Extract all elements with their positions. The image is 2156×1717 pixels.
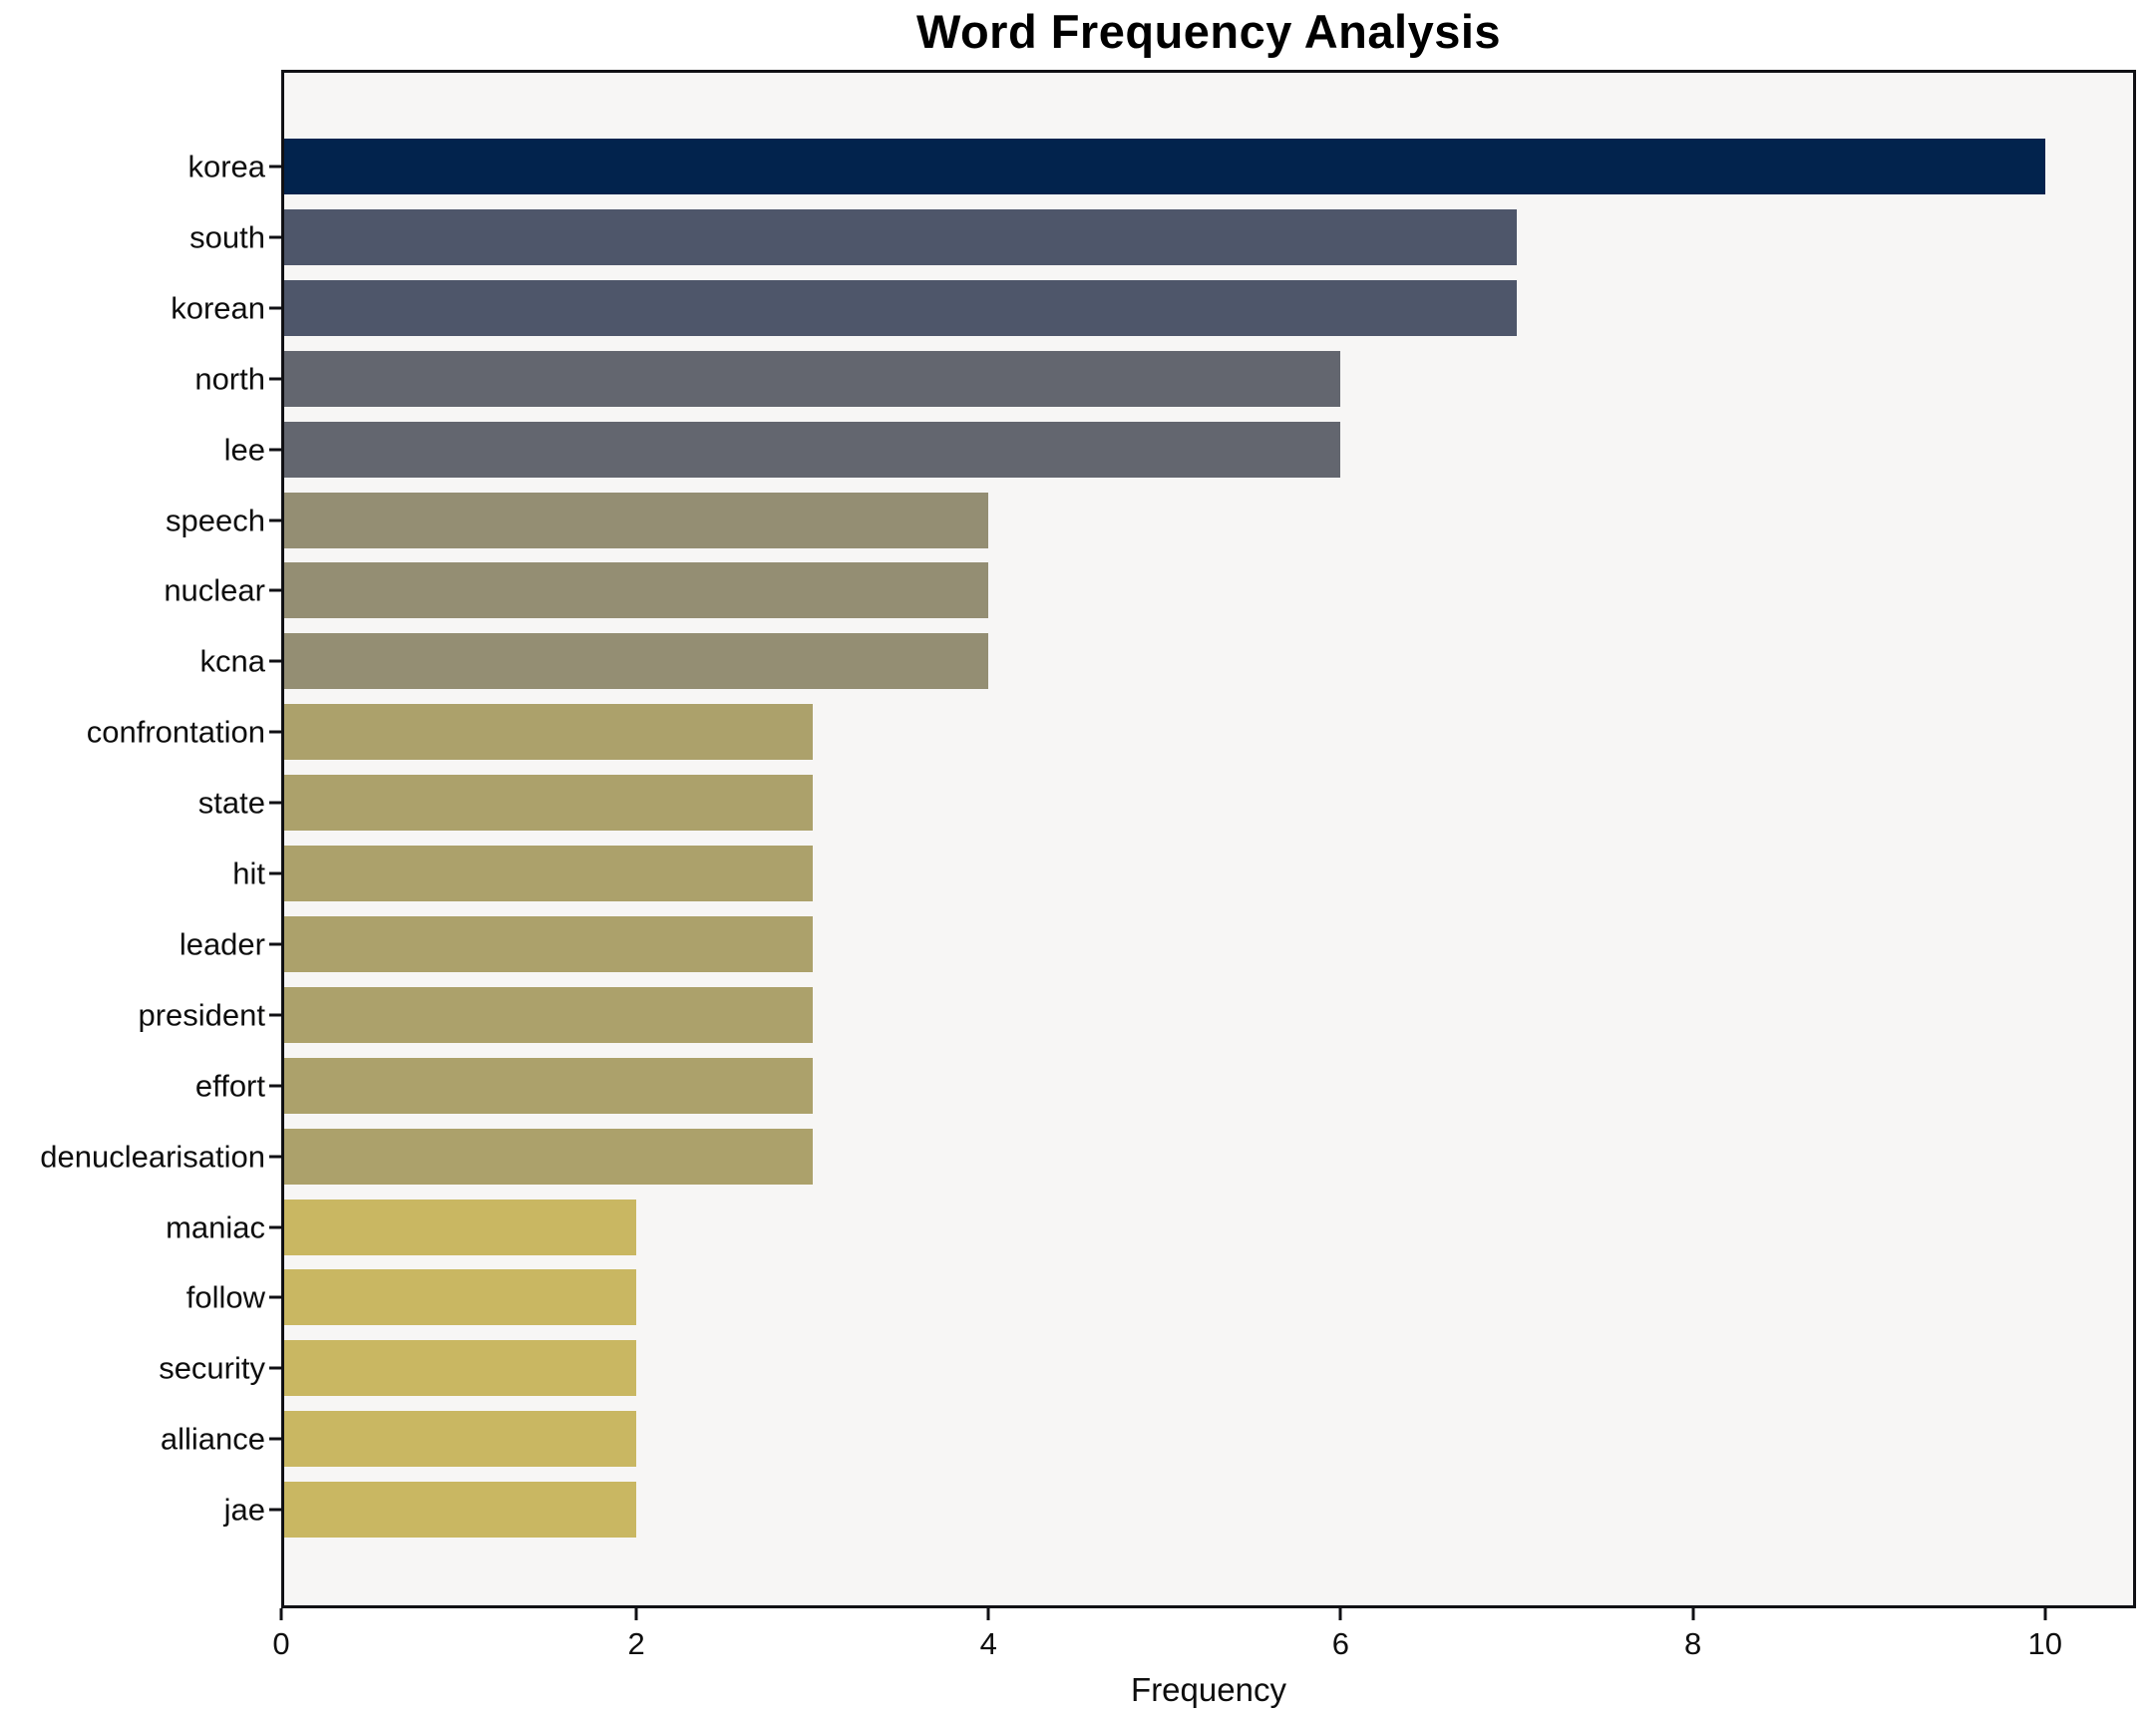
bar-alliance [284,1411,637,1468]
y-tick-mark [269,1437,281,1441]
y-tick-mark [269,1225,281,1228]
y-tick-mark [269,1508,281,1512]
bar-state [284,775,813,832]
bar-maniac [284,1199,637,1255]
x-axis-title: Frequency [1131,1671,1286,1708]
bar-korean [284,279,1517,336]
y-tick-mark [269,518,281,521]
y-tick-label: hit [232,856,265,891]
x-tick-mark [1338,1608,1342,1620]
x-tick-label: 10 [2027,1626,2062,1661]
y-tick-mark [269,165,281,169]
bar-leader [284,915,813,972]
y-tick-label: korean [171,290,265,326]
y-tick-mark [269,1155,281,1159]
y-tick-mark [269,659,281,663]
y-tick-label: korea [187,149,265,184]
bar-hit [284,846,813,901]
y-tick-label: speech [166,503,265,537]
y-tick-label: president [138,997,265,1033]
y-tick-label: alliance [160,1421,265,1457]
y-tick-mark [269,306,281,310]
y-tick-mark [269,235,281,239]
y-tick-label: south [189,219,265,255]
x-tick-mark [2043,1608,2047,1620]
y-tick-label: north [194,361,265,397]
bar-confrontation [284,704,813,761]
y-tick-label: confrontation [86,714,265,750]
y-tick-mark [269,1013,281,1017]
y-tick-mark [269,1084,281,1088]
y-tick-mark [269,377,281,381]
x-tick-label: 6 [1331,1626,1350,1661]
bar-kcna [284,633,989,690]
bar-jae [284,1482,637,1539]
x-tick-mark [279,1608,283,1620]
chart-title: Word Frequency Analysis [915,5,1502,58]
bar-speech [284,492,989,548]
bar-denuclearisation [284,1128,813,1185]
bar-lee [284,421,1341,478]
y-tick-label: effort [194,1068,265,1104]
y-tick-label: security [159,1350,265,1386]
x-tick-mark [634,1608,638,1620]
x-tick-mark [986,1608,990,1620]
y-tick-mark [269,1295,281,1299]
y-tick-label: follow [185,1279,265,1315]
y-tick-mark [269,588,281,592]
y-tick-label: maniac [166,1209,265,1244]
x-tick-label: 4 [979,1626,997,1661]
x-tick-label: 0 [272,1626,290,1661]
plot-area [281,70,2136,1608]
x-tick-label: 2 [627,1626,645,1661]
y-tick-mark [269,730,281,734]
y-tick-label: leader [179,926,265,962]
y-tick-mark [269,942,281,946]
x-tick-mark [1691,1608,1695,1620]
bar-security [284,1340,637,1397]
bar-north [284,350,1341,407]
y-tick-mark [269,1366,281,1370]
x-tick-label: 8 [1683,1626,1702,1661]
y-tick-mark [269,871,281,875]
y-tick-label: lee [223,432,265,468]
bar-korea [284,139,2045,194]
y-tick-label: state [197,785,265,821]
y-tick-label: kcna [199,643,265,679]
y-tick-label: nuclear [164,572,265,608]
bar-south [284,208,1517,265]
y-tick-label: denuclearisation [40,1139,265,1175]
y-tick-mark [269,801,281,805]
bar-president [284,986,813,1043]
y-tick-mark [269,448,281,452]
bar-effort [284,1057,813,1114]
bar-follow [284,1269,637,1326]
bar-nuclear [284,562,989,619]
y-tick-label: jae [223,1492,265,1528]
